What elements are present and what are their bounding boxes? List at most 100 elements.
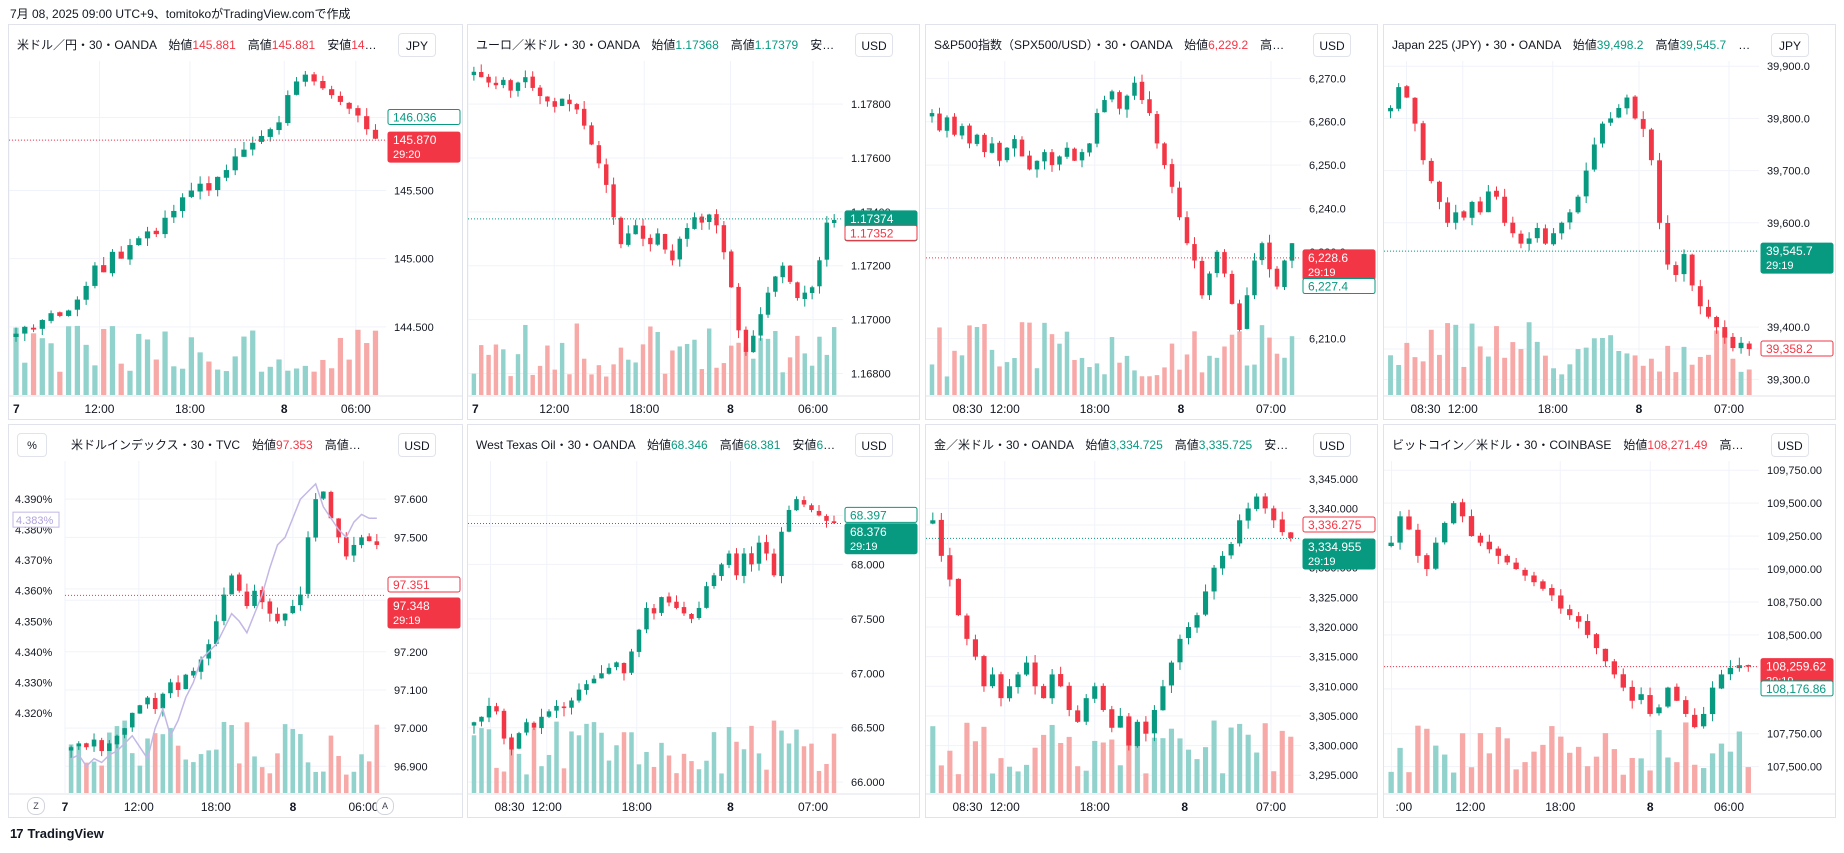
volume-bar [1709,753,1716,793]
zoom-button[interactable]: Z [27,797,45,815]
x-tick-label: 06:00 [341,402,371,416]
chart-svg[interactable]: 1.178001.176001.174001.172001.170001.168… [468,25,920,420]
volume-bar [129,753,135,793]
volume-bar [1718,743,1725,793]
currency-button[interactable]: USD [398,433,436,457]
candle-body [711,575,717,587]
currency-button[interactable]: JPY [398,33,436,57]
chart-svg[interactable]: 6,270.06,260.06,250.06,240.06,230.06,210… [926,25,1378,420]
volume-bar [298,734,303,793]
currency-button[interactable]: JPY [1771,33,1809,57]
ohlc-value: 39,498.2 [1596,38,1656,52]
candle-body [546,711,552,717]
candle-body [1117,92,1122,109]
candle-body [188,190,194,197]
chart-panel-jp225[interactable]: 39,900.0 39,800.0 39,700.0 39,600.0 39,400.0… [1383,24,1836,420]
currency-button[interactable]: USD [1771,433,1809,457]
candle-body [696,607,702,619]
volume-bar [809,743,814,793]
ohlc-value: 68.381 [743,438,793,452]
candle-body [1567,609,1573,616]
chart-panel-usdjpy[interactable]: 145.500 145.000 144.500 146.036 145.870 29:20… [8,24,463,420]
y-tick-label: 39,300.0 [1767,374,1810,386]
candle-body [1229,273,1235,304]
candle-body [574,104,580,110]
candle-body [109,251,116,274]
panel-title[interactable]: Japan 225 (JPY)・30・OANDA 始値39,498.2 高値39… [1392,36,1753,53]
footer-brand[interactable]: 17 TradingView [10,826,104,841]
chart-svg[interactable]: 68.000 67.500 67.000 66.500 66.000 68.397 68.3… [468,425,920,818]
chart-panel-spx[interactable]: 6,270.06,260.06,250.06,240.06,230.06,210… [925,24,1378,420]
candle-body [648,237,653,245]
panel-title[interactable]: ユーロ／米ドル・30・OANDA 始値1.17368 高値1.17379 安値… [476,36,837,53]
volume-bar [734,741,739,793]
ohlc-label: 高値 [247,38,272,52]
currency-button[interactable]: USD [1313,33,1351,57]
volume-bar [765,338,771,395]
ohlc-label: 高値… [1719,438,1753,452]
candle-body [756,542,762,564]
panel-title[interactable]: 米ドル／円・30・OANDA 始値145.881 高値145.881 安値145… [17,36,380,53]
candle-body [175,682,181,690]
candle-body [374,541,380,545]
candle-body [1709,687,1716,715]
volume-bar [1648,358,1654,395]
chart-svg[interactable]: 39,900.0 39,800.0 39,700.0 39,600.0 39,400.0… [1384,25,1836,420]
volume-bar [1656,730,1662,793]
currency-button[interactable]: USD [855,433,893,457]
volume-bar [1433,745,1439,793]
candle-body [214,621,219,644]
volume-bar [771,720,777,793]
chart-panel-btcusd[interactable]: 109,750.00 109,500.00 109,250.00 109,000.00… [1383,424,1836,818]
volume-bar [479,345,484,395]
candle-body [606,667,612,674]
chart-panel-eurusd[interactable]: 1.178001.176001.174001.172001.170001.168… [467,24,920,420]
currency-button[interactable]: USD [1313,433,1351,457]
candle-body [244,591,250,607]
panel-title[interactable]: ビットコイン／米ドル・30・COINBASE 始値108,271.49 高値… [1392,436,1753,453]
chart-panel-wti[interactable]: 68.000 67.500 67.000 66.500 66.000 68.397 68.3… [467,424,920,818]
volume-bar [68,744,74,793]
candle-body [343,537,349,557]
volume-bar [1288,736,1294,793]
candle-body [1117,715,1123,728]
currency-button[interactable]: USD [855,33,893,57]
candle-body [1288,532,1294,539]
price-badge [844,506,918,523]
candle-body [1575,196,1581,213]
candle-body [1092,686,1098,699]
volume-bar [1049,724,1055,793]
chart-svg[interactable]: 97.600 97.500 97.200 97.100 97.000 96.900 4.39… [9,425,463,818]
volume-bar [644,751,649,793]
auto-scale-button[interactable]: A [376,797,394,815]
percent-scale-button[interactable]: % [17,433,47,457]
candle-body [1168,662,1175,686]
volume-bar [1124,355,1130,395]
volume-bar [1412,357,1418,395]
chart-panel-dxy[interactable]: 97.600 97.500 97.200 97.100 97.000 96.900 4.39… [8,424,463,818]
candle-body [1513,562,1519,570]
chart-svg[interactable]: 145.500 145.000 144.500 146.036 145.870 29:20… [9,25,463,420]
panel-title[interactable]: 金／米ドル・30・OANDA 始値3,334.725 高値3,335.725 安… [934,436,1295,453]
chart-svg[interactable]: 109,750.00 109,500.00 109,250.00 109,000.00… [1384,425,1836,818]
candle-body [302,74,308,82]
volume-bar [719,773,724,793]
y-tick-label: 97.600 [394,494,428,506]
panel-title[interactable]: West Texas Oil・30・OANDA 始値68.346 高値68.38… [476,436,837,453]
candle-body [773,276,778,292]
panel-title[interactable]: S&P500指数（SPX500/USD）・30・OANDA 始値6,229.2 … [934,36,1295,53]
ohlc-value: 145.881 [192,38,248,52]
volume-bar [1584,766,1591,793]
chart-svg[interactable]: 3,345.0003,340.0003,330.0003,325.0003,32… [926,425,1378,818]
candle-body [1468,516,1475,537]
candle-body [662,234,668,250]
panel-title[interactable]: 米ドルインデックス・30・TVC 始値97.353 高値… [71,436,380,453]
volume-bar [162,331,168,395]
chart-panel-xauusd[interactable]: 3,345.0003,340.0003,330.0003,325.0003,32… [925,424,1378,818]
volume-bar [982,324,987,395]
volume-bar [1502,357,1508,395]
y-tick-label: 3,310.000 [1309,681,1358,693]
volume-bar [1254,752,1260,793]
price-badge [1302,278,1376,295]
volume-bar [1006,766,1013,793]
